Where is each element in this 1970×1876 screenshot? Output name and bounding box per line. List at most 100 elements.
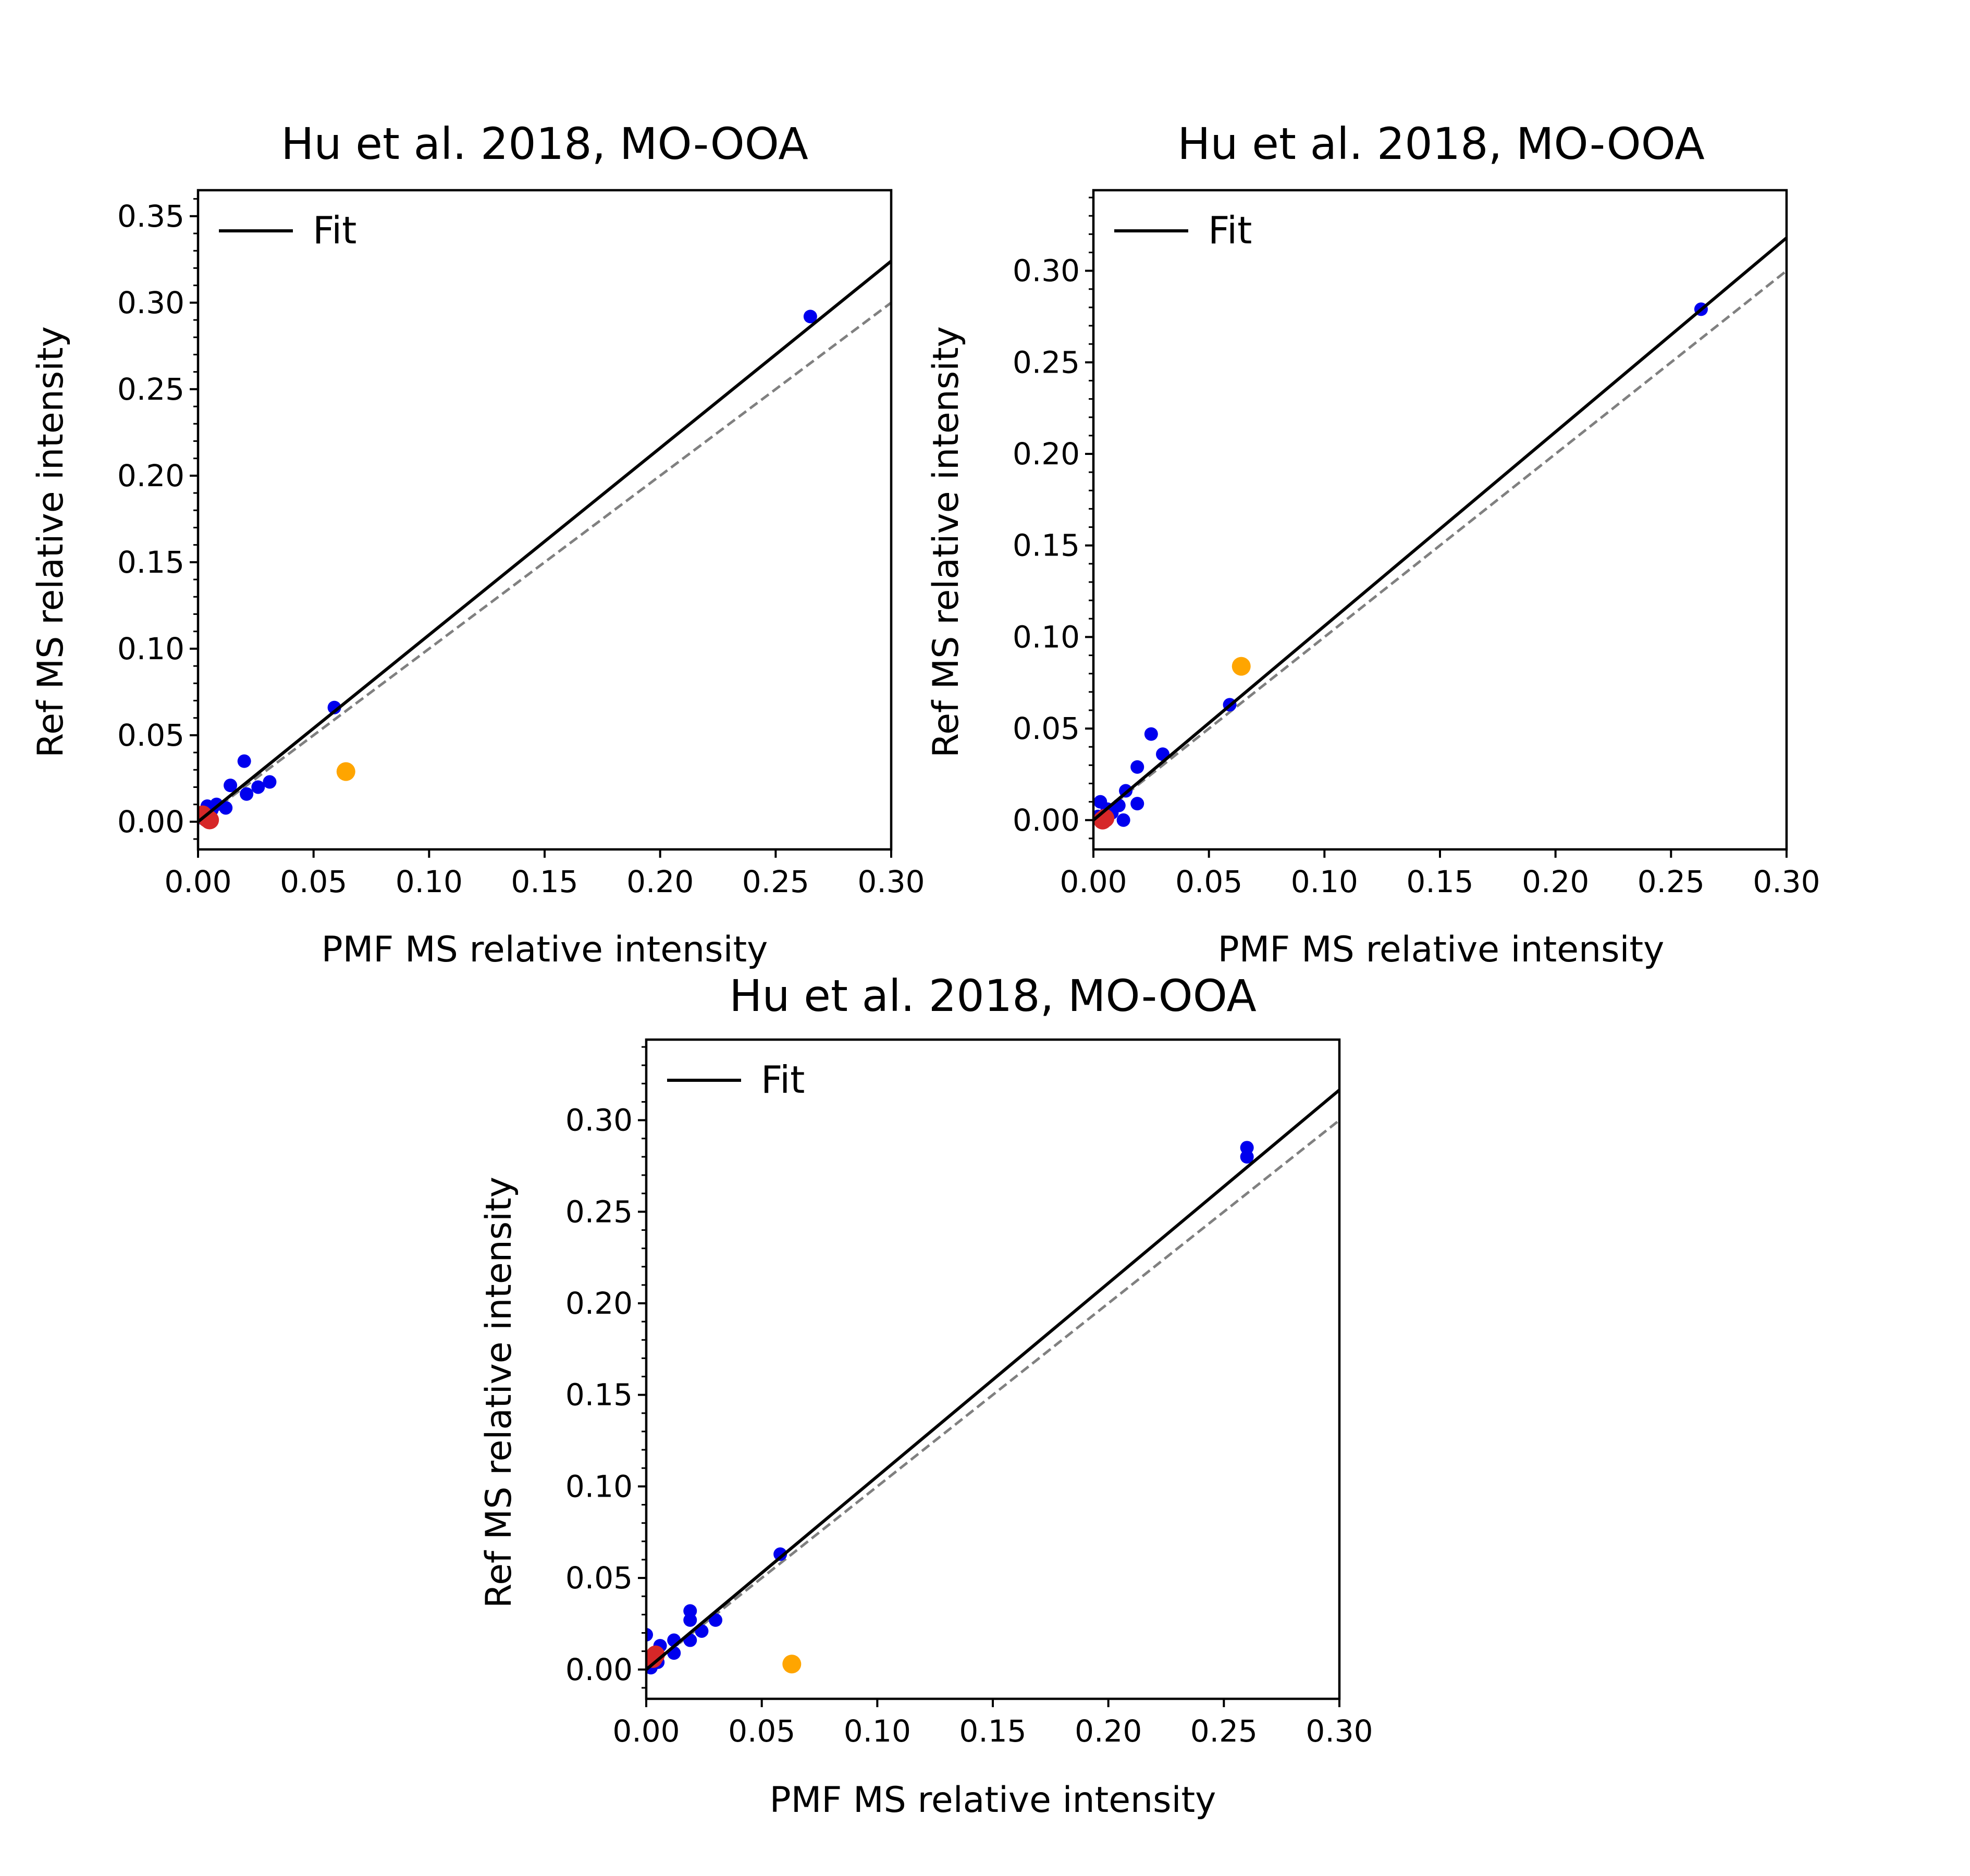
- x-tick-label: 0.10: [844, 1713, 911, 1749]
- x-axis-label: PMF MS relative intensity: [322, 929, 768, 970]
- x-tick-label: 0.00: [612, 1713, 680, 1749]
- y-tick-label: 0.05: [565, 1560, 633, 1596]
- y-tick-label: 0.30: [565, 1103, 633, 1138]
- blue-data-point: [251, 780, 265, 794]
- legend-label-fit: Fit: [1208, 208, 1252, 252]
- x-tick-label: 0.20: [626, 864, 694, 899]
- one-to-one-line: [1093, 269, 1787, 821]
- y-tick-label: 0.25: [117, 372, 184, 407]
- y-tick-label: 0.25: [1013, 344, 1080, 380]
- blue-data-point: [709, 1613, 722, 1627]
- y-tick-label: 0.00: [565, 1652, 633, 1687]
- axes-frame: [645, 1038, 1341, 1700]
- scatter-panel-bottom: Hu et al. 2018, MO-OOA PMF MS relative i…: [478, 970, 1373, 1821]
- scatter-panel-top-right: Hu et al. 2018, MO-OOA PMF MS relative i…: [926, 118, 1820, 970]
- y-tick-label: 0.10: [565, 1468, 633, 1504]
- legend: Fit: [219, 208, 356, 252]
- x-tick-label: 0.10: [1291, 864, 1358, 899]
- blue-data-point: [240, 787, 254, 801]
- legend-label-fit: Fit: [313, 208, 356, 252]
- axis-ticks: 0.00 0.05 0.10 0.15 0.20 0.25 0.30 0.00 0.05 0.10…: [1013, 196, 1820, 899]
- fit-line: [1093, 237, 1787, 822]
- axes-frame: [1092, 189, 1788, 851]
- x-tick-label: 0.25: [742, 864, 809, 899]
- y-tick-label: 0.30: [117, 285, 184, 320]
- blue-data-point: [1116, 813, 1130, 827]
- blue-data-point: [263, 775, 277, 789]
- one-to-one-line: [198, 301, 891, 823]
- x-tick-label: 0.00: [164, 864, 231, 899]
- x-tick-label: 0.00: [1060, 864, 1127, 899]
- y-tick-label: 0.20: [1013, 436, 1080, 472]
- blue-data-point: [803, 310, 817, 324]
- fit-line: [198, 260, 891, 823]
- x-tick-label: 0.15: [959, 1713, 1026, 1749]
- y-axis-label: Ref MS relative intensity: [478, 1177, 520, 1608]
- blue-data-point: [224, 779, 238, 793]
- y-tick-label: 0.15: [117, 545, 184, 580]
- plot-area: [1093, 237, 1787, 830]
- axis-ticks: 0.00 0.05 0.10 0.15 0.20 0.25 0.30 0.00 0.05 0.10…: [117, 198, 925, 899]
- x-axis-label: PMF MS relative intensity: [770, 1780, 1216, 1821]
- plot-area: [646, 1089, 1339, 1675]
- plot-clip-group: [198, 260, 891, 830]
- x-tick-label: 0.10: [396, 864, 463, 899]
- x-tick-label: 0.30: [1306, 1713, 1373, 1749]
- x-tick-label: 0.30: [857, 864, 925, 899]
- x-tick-label: 0.15: [511, 864, 578, 899]
- y-tick-label: 0.15: [565, 1377, 633, 1413]
- y-tick-label: 0.00: [1013, 803, 1080, 838]
- plot-area: [198, 260, 891, 830]
- scatter-panel-top-left: Hu et al. 2018, MO-OOA PMF MS relative i…: [30, 118, 925, 970]
- y-tick-label: 0.00: [117, 804, 184, 840]
- blue-data-point: [773, 1547, 787, 1561]
- x-tick-label: 0.20: [1522, 864, 1589, 899]
- blue-data-point: [327, 700, 341, 714]
- x-tick-label: 0.05: [1175, 864, 1242, 899]
- axis-ticks: 0.00 0.05 0.10 0.15 0.20 0.25 0.30 0.00 0.05 0.10…: [565, 1046, 1373, 1749]
- y-tick-label: 0.10: [1013, 619, 1080, 655]
- blue-data-point: [1240, 1150, 1254, 1164]
- fit-line: [646, 1089, 1339, 1671]
- blue-data-point: [1144, 727, 1158, 741]
- panel-title: Hu et al. 2018, MO-OOA: [281, 118, 808, 169]
- plot-clip-group: [1093, 237, 1787, 830]
- y-tick-label: 0.05: [1013, 711, 1080, 746]
- legend-label-fit: Fit: [761, 1058, 805, 1102]
- x-axis-label: PMF MS relative intensity: [1218, 929, 1665, 970]
- x-tick-label: 0.30: [1753, 864, 1820, 899]
- y-tick-label: 0.15: [1013, 528, 1080, 563]
- y-tick-label: 0.30: [1013, 253, 1080, 289]
- legend: Fit: [667, 1058, 805, 1102]
- blue-data-point: [237, 754, 251, 768]
- blue-data-point: [1130, 797, 1144, 811]
- x-tick-label: 0.25: [1190, 1713, 1258, 1749]
- legend: Fit: [1114, 208, 1252, 252]
- panel-title: Hu et al. 2018, MO-OOA: [729, 970, 1257, 1021]
- axes-frame: [196, 189, 893, 851]
- y-tick-label: 0.20: [117, 458, 184, 493]
- y-tick-label: 0.35: [117, 199, 184, 234]
- orange-data-point: [782, 1655, 802, 1674]
- blue-data-point: [683, 1613, 697, 1627]
- x-tick-label: 0.25: [1637, 864, 1705, 899]
- one-to-one-line: [646, 1119, 1339, 1671]
- x-tick-label: 0.05: [280, 864, 347, 899]
- y-axis-label: Ref MS relative intensity: [30, 326, 71, 758]
- blue-data-point: [646, 1628, 653, 1642]
- y-tick-label: 0.10: [117, 631, 184, 667]
- panel-title: Hu et al. 2018, MO-OOA: [1177, 118, 1705, 169]
- y-axis-label: Ref MS relative intensity: [926, 326, 967, 758]
- y-tick-label: 0.25: [565, 1194, 633, 1229]
- orange-data-point: [336, 762, 355, 781]
- plot-clip-group: [646, 1089, 1339, 1675]
- x-tick-label: 0.05: [728, 1713, 795, 1749]
- y-tick-label: 0.20: [565, 1286, 633, 1321]
- x-tick-label: 0.15: [1406, 864, 1473, 899]
- orange-data-point: [1232, 657, 1251, 676]
- y-tick-label: 0.05: [117, 718, 184, 753]
- x-tick-label: 0.20: [1075, 1713, 1142, 1749]
- blue-data-point: [1130, 760, 1144, 774]
